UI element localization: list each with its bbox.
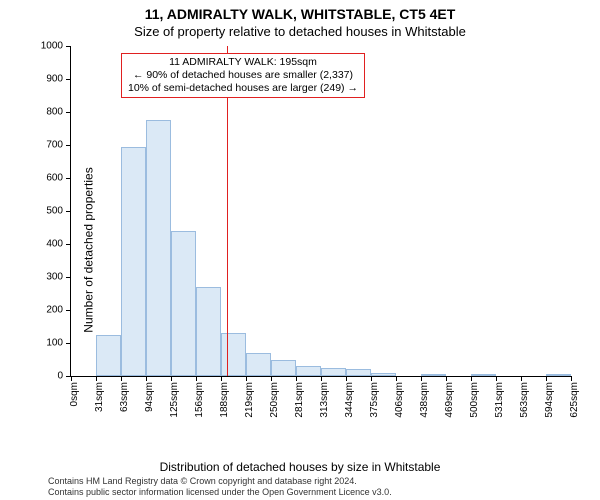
xtick-label: 281sqm xyxy=(294,382,305,418)
histogram-bar xyxy=(246,353,271,376)
ytick-label: 1000 xyxy=(41,41,63,52)
xtick-label: 250sqm xyxy=(269,382,280,418)
ytick-mark xyxy=(66,277,71,278)
xtick-label: 531sqm xyxy=(494,382,505,418)
xtick-label: 156sqm xyxy=(194,382,205,418)
histogram-bar xyxy=(346,369,371,376)
annotation-box: 11 ADMIRALTY WALK: 195sqm← 90% of detach… xyxy=(121,53,365,98)
xtick-label: 344sqm xyxy=(344,382,355,418)
property-size-histogram: 11, ADMIRALTY WALK, WHITSTABLE, CT5 4ET … xyxy=(0,0,600,500)
ytick-label: 300 xyxy=(46,272,63,283)
ytick-mark xyxy=(66,244,71,245)
xtick-label: 469sqm xyxy=(444,382,455,418)
xtick-mark xyxy=(296,376,297,381)
ytick-label: 200 xyxy=(46,305,63,316)
xtick-mark xyxy=(446,376,447,381)
histogram-bar xyxy=(471,374,496,376)
histogram-bar xyxy=(171,231,196,376)
ytick-mark xyxy=(66,211,71,212)
histogram-bar xyxy=(421,374,446,376)
ytick-label: 600 xyxy=(46,173,63,184)
xtick-mark xyxy=(246,376,247,381)
reference-layer xyxy=(71,46,571,376)
xtick-mark xyxy=(546,376,547,381)
ytick-mark xyxy=(66,112,71,113)
xtick-mark xyxy=(271,376,272,381)
histogram-bar xyxy=(271,360,296,377)
histogram-bar xyxy=(546,374,571,376)
ytick-label: 700 xyxy=(46,140,63,151)
xtick-label: 375sqm xyxy=(369,382,380,418)
ytick-label: 500 xyxy=(46,206,63,217)
xtick-mark xyxy=(196,376,197,381)
ytick-mark xyxy=(66,310,71,311)
xtick-mark xyxy=(71,376,72,381)
xtick-mark xyxy=(146,376,147,381)
xtick-mark xyxy=(496,376,497,381)
footer-attribution: Contains HM Land Registry data © Crown c… xyxy=(48,476,392,498)
chart-title-sub: Size of property relative to detached ho… xyxy=(0,24,600,39)
xtick-label: 188sqm xyxy=(219,382,230,418)
xtick-label: 313sqm xyxy=(319,382,330,418)
plot-area: 01002003004005006007008009001000 0sqm31s… xyxy=(70,46,571,377)
annotation-layer: 11 ADMIRALTY WALK: 195sqm← 90% of detach… xyxy=(71,46,571,376)
annotation-line: 11 ADMIRALTY WALK: 195sqm xyxy=(128,56,358,69)
xtick-mark xyxy=(96,376,97,381)
footer-line-1: Contains HM Land Registry data © Crown c… xyxy=(48,476,392,487)
ytick-mark xyxy=(66,376,71,377)
xtick-label: 625sqm xyxy=(569,382,580,418)
xtick-label: 31sqm xyxy=(94,382,105,412)
xtick-mark xyxy=(371,376,372,381)
xtick-label: 125sqm xyxy=(169,382,180,418)
xtick-label: 0sqm xyxy=(69,382,80,406)
histogram-bar xyxy=(121,147,146,376)
histogram-bar xyxy=(96,335,121,376)
reference-line xyxy=(227,46,228,376)
x-axis-label: Distribution of detached houses by size … xyxy=(0,460,600,474)
xtick-label: 219sqm xyxy=(244,382,255,418)
xtick-mark xyxy=(221,376,222,381)
bars-layer xyxy=(71,46,571,376)
ytick-label: 400 xyxy=(46,239,63,250)
histogram-bar xyxy=(296,366,321,376)
histogram-bar xyxy=(321,368,346,376)
xtick-mark xyxy=(171,376,172,381)
xtick-mark xyxy=(346,376,347,381)
ytick-label: 100 xyxy=(46,338,63,349)
ytick-mark xyxy=(66,178,71,179)
xtick-label: 594sqm xyxy=(544,382,555,418)
xtick-label: 563sqm xyxy=(519,382,530,418)
xtick-label: 438sqm xyxy=(419,382,430,418)
ytick-label: 900 xyxy=(46,74,63,85)
xtick-mark xyxy=(121,376,122,381)
chart-title-main: 11, ADMIRALTY WALK, WHITSTABLE, CT5 4ET xyxy=(0,6,600,22)
ytick-mark xyxy=(66,343,71,344)
xtick-mark xyxy=(421,376,422,381)
footer-line-2: Contains public sector information licen… xyxy=(48,487,392,498)
annotation-line: 10% of semi-detached houses are larger (… xyxy=(128,82,358,95)
ytick-mark xyxy=(66,145,71,146)
xtick-mark xyxy=(471,376,472,381)
annotation-line: ← 90% of detached houses are smaller (2,… xyxy=(128,69,358,82)
xtick-mark xyxy=(396,376,397,381)
ytick-label: 800 xyxy=(46,107,63,118)
xtick-mark xyxy=(571,376,572,381)
ytick-mark xyxy=(66,46,71,47)
histogram-bar xyxy=(221,333,246,376)
xtick-label: 406sqm xyxy=(394,382,405,418)
histogram-bar xyxy=(196,287,221,376)
histogram-bar xyxy=(146,120,171,376)
xtick-label: 500sqm xyxy=(469,382,480,418)
xtick-label: 94sqm xyxy=(144,382,155,412)
y-ticks: 01002003004005006007008009001000 xyxy=(71,46,571,376)
histogram-bar xyxy=(371,373,396,376)
xtick-mark xyxy=(321,376,322,381)
xtick-label: 63sqm xyxy=(119,382,130,412)
ytick-label: 0 xyxy=(57,371,63,382)
x-ticks: 0sqm31sqm63sqm94sqm125sqm156sqm188sqm219… xyxy=(71,46,571,376)
ytick-mark xyxy=(66,79,71,80)
xtick-mark xyxy=(521,376,522,381)
